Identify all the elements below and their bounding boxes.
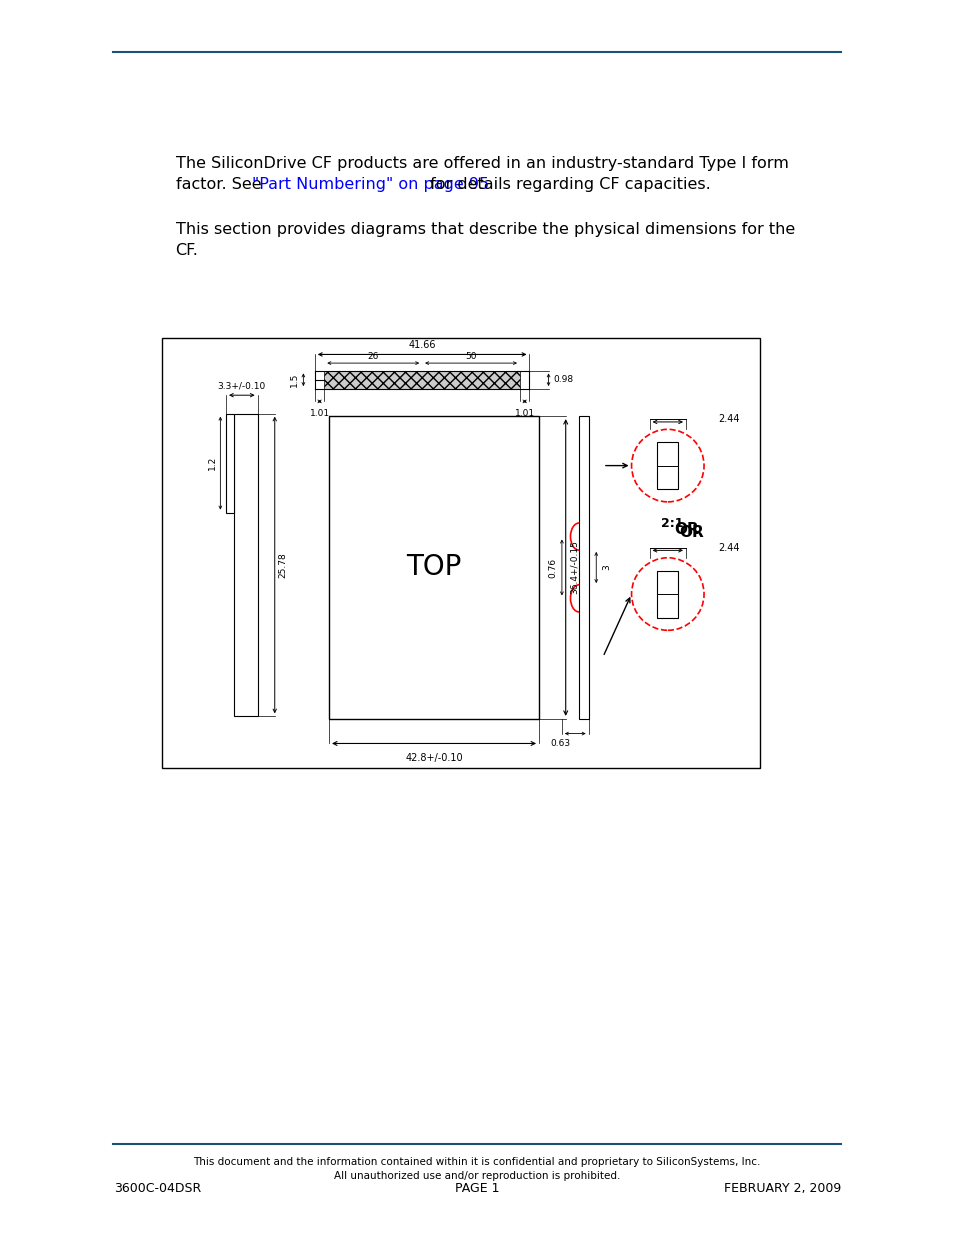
Text: OR: OR bbox=[679, 525, 703, 540]
Bar bbox=[324, 370, 519, 389]
Bar bbox=[657, 442, 678, 489]
Bar bbox=[226, 414, 233, 513]
Text: 1.01: 1.01 bbox=[514, 409, 535, 417]
Text: 1.2: 1.2 bbox=[208, 456, 216, 471]
Bar bbox=[657, 571, 678, 618]
Text: This section provides diagrams that describe the physical dimensions for the: This section provides diagrams that desc… bbox=[175, 222, 794, 237]
Circle shape bbox=[631, 430, 703, 501]
Text: "Part Numbering" on page 95: "Part Numbering" on page 95 bbox=[253, 177, 489, 191]
Bar bbox=[162, 338, 760, 768]
Text: 2:1: 2:1 bbox=[660, 516, 683, 530]
Text: TOP: TOP bbox=[406, 553, 461, 582]
Text: 2.44: 2.44 bbox=[718, 543, 740, 553]
Text: 25.78: 25.78 bbox=[278, 552, 287, 578]
Bar bbox=[329, 416, 538, 719]
Text: OR: OR bbox=[674, 522, 699, 537]
Text: 1.5: 1.5 bbox=[290, 373, 298, 387]
Text: 50: 50 bbox=[465, 352, 476, 361]
Text: 0.63: 0.63 bbox=[550, 739, 570, 747]
Text: 0.98: 0.98 bbox=[553, 375, 573, 384]
Text: CF.: CF. bbox=[175, 243, 198, 258]
Text: factor. See: factor. See bbox=[175, 177, 266, 191]
Text: 1.01: 1.01 bbox=[309, 409, 330, 417]
Circle shape bbox=[631, 558, 703, 630]
Text: 36.4+/-0.15: 36.4+/-0.15 bbox=[569, 541, 578, 594]
Text: PAGE 1: PAGE 1 bbox=[455, 1182, 498, 1194]
Text: 3: 3 bbox=[601, 564, 610, 571]
Text: The SiliconDrive CF products are offered in an industry-standard Type I form: The SiliconDrive CF products are offered… bbox=[175, 156, 787, 170]
Text: FEBRUARY 2, 2009: FEBRUARY 2, 2009 bbox=[723, 1182, 841, 1194]
Text: All unauthorized use and/or reproduction is prohibited.: All unauthorized use and/or reproduction… bbox=[334, 1171, 619, 1181]
Text: This document and the information contained within it is confidential and propri: This document and the information contai… bbox=[193, 1157, 760, 1167]
Text: 3.3+/-0.10: 3.3+/-0.10 bbox=[217, 382, 266, 390]
Text: 3600C-04DSR: 3600C-04DSR bbox=[114, 1182, 201, 1194]
Text: 26: 26 bbox=[367, 352, 378, 361]
Text: 41.66: 41.66 bbox=[408, 340, 436, 350]
Text: for details regarding CF capacities.: for details regarding CF capacities. bbox=[425, 177, 710, 191]
Text: 2.44: 2.44 bbox=[718, 415, 740, 425]
Text: 42.8+/-0.10: 42.8+/-0.10 bbox=[405, 753, 462, 763]
Bar bbox=[233, 414, 257, 716]
Bar bbox=[578, 416, 588, 719]
Text: 0.76: 0.76 bbox=[548, 557, 557, 578]
